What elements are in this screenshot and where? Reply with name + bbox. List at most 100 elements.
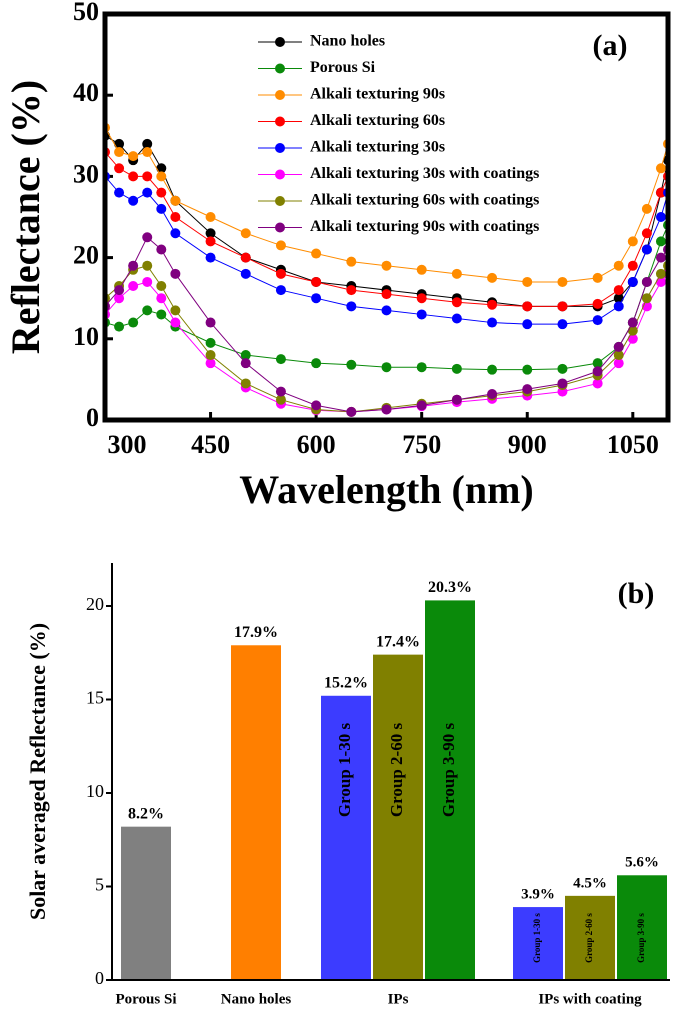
data-point — [627, 333, 638, 344]
y-tick-label: 20 — [86, 594, 104, 614]
value-label: 4.5% — [573, 875, 607, 891]
data-point — [170, 305, 181, 316]
legend-label: Alkali texturing 60s — [310, 112, 445, 129]
bar — [373, 654, 423, 980]
data-point — [240, 350, 251, 361]
legend-label: Alkali texturing 60s with coatings — [310, 192, 539, 209]
data-point — [114, 321, 125, 332]
x-tick-label: 600 — [297, 430, 336, 459]
data-point — [114, 285, 125, 296]
data-point — [275, 268, 286, 279]
data-point — [240, 268, 251, 279]
legend-marker — [275, 196, 285, 206]
data-point — [655, 212, 666, 222]
y-tick-label: 50 — [73, 0, 99, 26]
data-point — [416, 264, 427, 275]
data-point — [613, 301, 624, 312]
data-point — [592, 298, 603, 309]
data-point — [142, 171, 153, 182]
legend-label: Alkali texturing 30s — [310, 139, 445, 156]
data-point — [381, 362, 392, 373]
data-point — [557, 301, 568, 312]
legend-marker — [275, 169, 285, 180]
data-point — [641, 228, 652, 239]
data-point — [487, 299, 498, 310]
data-point — [275, 285, 286, 296]
data-point — [592, 366, 603, 377]
x-tick-label: IPs — [388, 991, 409, 1007]
data-point — [156, 171, 167, 182]
data-point — [522, 301, 533, 312]
data-point — [114, 293, 125, 304]
data-point — [592, 358, 603, 369]
y-tick-label: 40 — [73, 78, 99, 107]
data-point — [205, 337, 216, 348]
legend-marker — [275, 222, 285, 233]
value-label: 3.9% — [521, 887, 555, 903]
data-point — [592, 315, 603, 326]
y-tick-label: 10 — [86, 781, 104, 801]
x-tick-label: IPs with coating — [538, 991, 642, 1007]
bar — [231, 645, 281, 980]
value-label: 15.2% — [324, 674, 368, 691]
data-point — [346, 359, 357, 370]
data-point — [346, 285, 357, 296]
y-tick-label: 10 — [73, 322, 99, 351]
data-point — [156, 187, 167, 198]
bar — [617, 875, 667, 980]
data-point — [381, 260, 392, 271]
bar-label: Group 2-60 s — [584, 913, 594, 963]
data-point — [451, 363, 462, 374]
data-point — [142, 260, 153, 271]
data-point — [311, 276, 322, 287]
data-point — [655, 276, 666, 287]
bar-label: Group 1-30 s — [532, 913, 542, 963]
data-point — [240, 358, 251, 369]
x-axis-label: Wavelength (nm) — [239, 467, 533, 512]
bar-label: Group 1-30 s — [335, 723, 354, 818]
data-point — [627, 325, 638, 336]
data-point — [311, 293, 322, 304]
data-point — [156, 163, 167, 174]
data-point — [142, 276, 153, 287]
y-tick-label: 20 — [73, 241, 99, 270]
data-point — [170, 212, 181, 222]
data-point — [655, 268, 666, 279]
data-point — [557, 363, 568, 374]
data-point — [613, 293, 624, 304]
data-point — [128, 171, 139, 182]
bar — [565, 895, 615, 980]
data-point — [487, 317, 498, 328]
data-point — [311, 358, 322, 369]
data-point — [641, 276, 652, 287]
y-axis-label: Reflectance (%) — [3, 80, 48, 354]
data-point — [275, 394, 286, 405]
data-point — [114, 147, 125, 158]
data-point — [170, 195, 181, 206]
legend-marker — [275, 90, 285, 100]
annotation: (b) — [618, 577, 655, 610]
data-point — [641, 293, 652, 304]
data-point — [240, 252, 251, 263]
legend-marker — [275, 37, 285, 47]
y-tick-label: 15 — [86, 688, 104, 708]
data-point — [613, 358, 624, 369]
data-point — [613, 260, 624, 271]
data-point — [451, 313, 462, 324]
data-point — [627, 276, 638, 287]
x-tick-label: Porous Si — [116, 991, 177, 1007]
data-point — [613, 341, 624, 352]
data-point — [275, 386, 286, 397]
value-label: 5.6% — [625, 855, 659, 871]
data-point — [205, 212, 216, 222]
data-point — [205, 252, 216, 263]
legend-marker — [275, 143, 285, 153]
y-tick-label: 5 — [95, 875, 104, 895]
data-point — [655, 187, 666, 198]
data-point — [142, 187, 153, 198]
data-point — [156, 309, 167, 320]
data-point — [381, 404, 392, 415]
value-label: 20.3% — [428, 579, 472, 596]
legend-label: Alkali texturing 90s — [310, 86, 445, 103]
